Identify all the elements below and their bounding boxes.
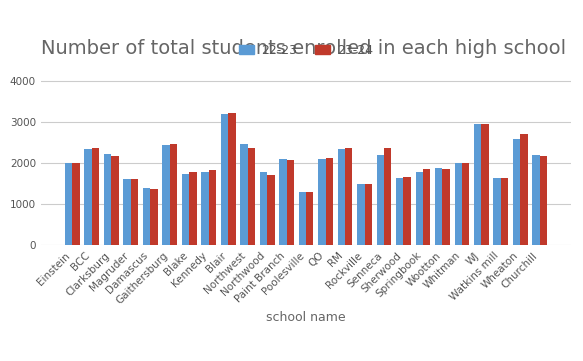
Bar	[170, 144, 177, 245]
Bar	[357, 184, 364, 245]
Bar	[298, 192, 306, 245]
Bar	[267, 175, 275, 245]
Bar	[124, 179, 131, 245]
Bar	[209, 170, 216, 245]
Bar	[435, 168, 442, 245]
Legend: 22-23, 23-24: 22-23, 23-24	[234, 39, 378, 62]
Bar	[377, 155, 384, 245]
Bar	[111, 156, 119, 245]
Bar	[364, 183, 372, 245]
Bar	[384, 148, 391, 245]
Bar	[493, 178, 501, 245]
Bar	[462, 162, 469, 245]
Bar	[182, 174, 189, 245]
Bar	[104, 155, 111, 245]
Bar	[65, 164, 72, 245]
Bar	[287, 160, 294, 245]
Bar	[279, 159, 287, 245]
Bar	[306, 192, 314, 245]
Bar	[540, 156, 547, 245]
Bar	[150, 189, 157, 245]
Bar	[345, 148, 353, 245]
Bar	[318, 158, 325, 245]
Bar	[513, 139, 521, 245]
Bar	[248, 148, 255, 245]
Bar	[403, 177, 411, 245]
Bar	[189, 173, 196, 245]
Bar	[416, 171, 423, 245]
Bar	[442, 169, 450, 245]
Bar	[221, 114, 228, 245]
X-axis label: school name: school name	[266, 312, 346, 325]
Bar	[143, 188, 150, 245]
Bar	[131, 179, 138, 245]
Bar	[325, 158, 333, 245]
Bar	[259, 173, 267, 245]
Bar	[338, 149, 345, 245]
Bar	[501, 178, 508, 245]
Bar	[162, 145, 170, 245]
Bar	[474, 125, 482, 245]
Bar	[228, 113, 236, 245]
Bar	[455, 164, 462, 245]
Bar	[201, 171, 209, 245]
Bar	[423, 169, 430, 245]
Bar	[532, 155, 540, 245]
Bar	[240, 144, 248, 245]
Text: Number of total students enrolled in each high school: Number of total students enrolled in eac…	[41, 39, 566, 58]
Bar	[72, 164, 80, 245]
Bar	[85, 149, 92, 245]
Bar	[396, 178, 403, 245]
Bar	[92, 148, 99, 245]
Bar	[521, 134, 528, 245]
Bar	[482, 123, 489, 245]
